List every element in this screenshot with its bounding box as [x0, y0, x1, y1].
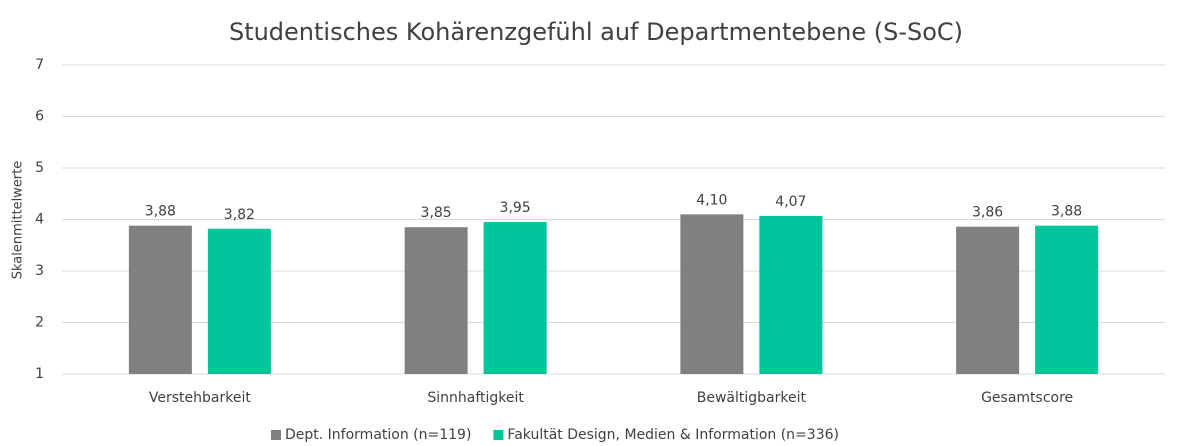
bar	[483, 222, 547, 374]
bar	[404, 227, 468, 374]
bar	[680, 214, 744, 374]
value-label: 3,82	[224, 207, 255, 223]
x-tick-label: Bewältigbarkeit	[697, 390, 807, 406]
y-tick-label: 5	[35, 160, 44, 176]
x-tick-label: Gesamtscore	[981, 390, 1073, 406]
value-label: 3,88	[145, 204, 176, 220]
value-label: 3,86	[972, 205, 1003, 221]
y-tick-label: 2	[35, 315, 44, 331]
value-label: 4,07	[775, 194, 806, 210]
legend-label: Dept. Information (n=119)	[285, 427, 471, 443]
y-tick-label: 4	[35, 212, 44, 228]
bar	[1035, 225, 1099, 374]
y-tick-label: 1	[35, 366, 44, 382]
y-tick-label: 3	[35, 263, 44, 279]
value-label: 3,88	[1051, 204, 1082, 220]
legend-swatch	[271, 430, 281, 440]
x-tick-label: Sinnhaftigkeit	[427, 390, 524, 406]
y-axis-label: Skalenmittelwerte	[11, 161, 26, 280]
bar	[759, 215, 823, 374]
legend-swatch	[493, 430, 504, 440]
bar	[956, 226, 1020, 374]
bar	[207, 228, 271, 374]
legend-label: Fakultät Design, Medien & Information (n…	[507, 427, 839, 443]
y-tick-label: 7	[35, 57, 44, 73]
value-label: 3,95	[500, 200, 531, 216]
y-tick-label: 6	[35, 109, 44, 125]
value-label: 3,85	[421, 205, 452, 221]
x-tick-label: Verstehbarkeit	[149, 390, 251, 406]
bar	[128, 225, 192, 374]
chart-title: Studentisches Kohärenzgefühl auf Departm…	[229, 18, 963, 46]
value-label: 4,10	[696, 192, 727, 208]
